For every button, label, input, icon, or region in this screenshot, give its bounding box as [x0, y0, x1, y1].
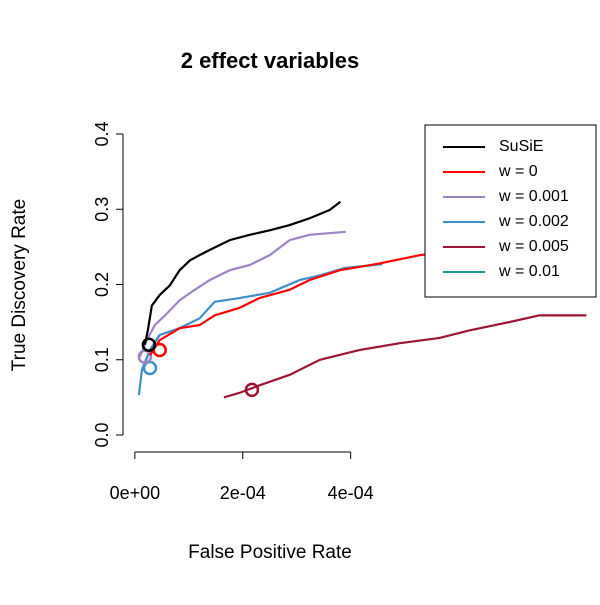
- y-tick-label: 0.2: [92, 272, 112, 297]
- y-tick-label: 0.4: [92, 121, 112, 146]
- legend-label: SuSiE: [499, 138, 543, 155]
- legend-label: w = 0.001: [498, 188, 569, 205]
- series-point: [141, 337, 157, 352]
- x-tick-label: 0e+00: [110, 483, 161, 503]
- series-point: [137, 349, 153, 364]
- series-line: [143, 200, 342, 345]
- series-point: [244, 382, 260, 398]
- chart-title: 2 effect variables: [181, 48, 360, 73]
- y-tick-label: 0.0: [92, 422, 112, 447]
- x-tick-label: 4e-04: [328, 483, 374, 503]
- legend-label: w = 0: [498, 163, 538, 180]
- legend-label: w = 0.01: [498, 263, 560, 280]
- x-axis-label: False Positive Rate: [188, 542, 352, 563]
- legend-label: w = 0.005: [498, 238, 569, 255]
- series-point: [142, 360, 158, 376]
- y-tick-label: 0.3: [92, 197, 112, 222]
- x-tick-label: 2e-04: [220, 483, 266, 503]
- legend-label: w = 0.002: [498, 213, 569, 230]
- series-line: [138, 230, 346, 358]
- series-line: [223, 314, 587, 399]
- y-axis-label: True Discovery Rate: [9, 199, 30, 371]
- y-tick-label: 0.1: [92, 347, 112, 372]
- legend-box: [424, 124, 597, 298]
